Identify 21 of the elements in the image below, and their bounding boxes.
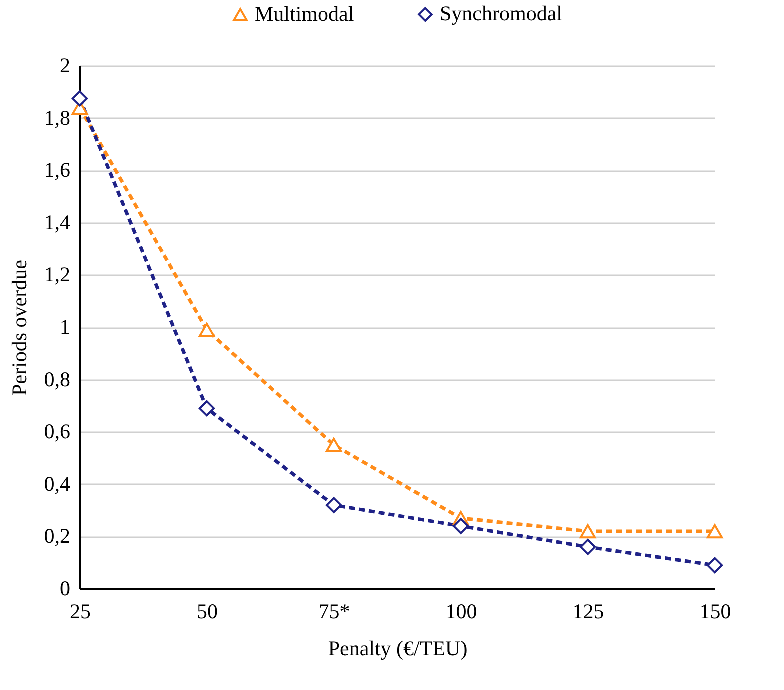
y-tick-label: 0,4	[44, 472, 71, 496]
y-tick-label: 2	[60, 54, 70, 78]
y-tick-label: 1,6	[44, 158, 70, 182]
y-tick-label: 0,6	[44, 420, 70, 444]
y-tick-label: 1,2	[44, 262, 70, 287]
y-tick-label: 0	[60, 576, 70, 600]
y-tick-label: 0,2	[44, 524, 70, 548]
y-tick-label: 1,4	[44, 210, 71, 234]
legend-label: Multimodal	[255, 2, 354, 26]
y-tick-label: 1,8	[44, 106, 70, 130]
y-tick-label: 0,8	[44, 367, 70, 392]
x-tick-label: 100	[446, 600, 478, 624]
x-tick-label: 125	[572, 600, 604, 624]
x-tick-label: 25	[70, 600, 91, 624]
legend-label: Synchromodal	[440, 2, 563, 26]
x-axis-title: Penalty (€/TEU)	[328, 636, 468, 660]
x-tick-label: 150	[700, 600, 732, 624]
y-tick-label: 1	[60, 315, 70, 339]
x-tick-label: 50	[197, 600, 218, 624]
x-tick-label: 75*	[318, 600, 350, 624]
y-axis-title: Periods overdue	[7, 260, 32, 396]
